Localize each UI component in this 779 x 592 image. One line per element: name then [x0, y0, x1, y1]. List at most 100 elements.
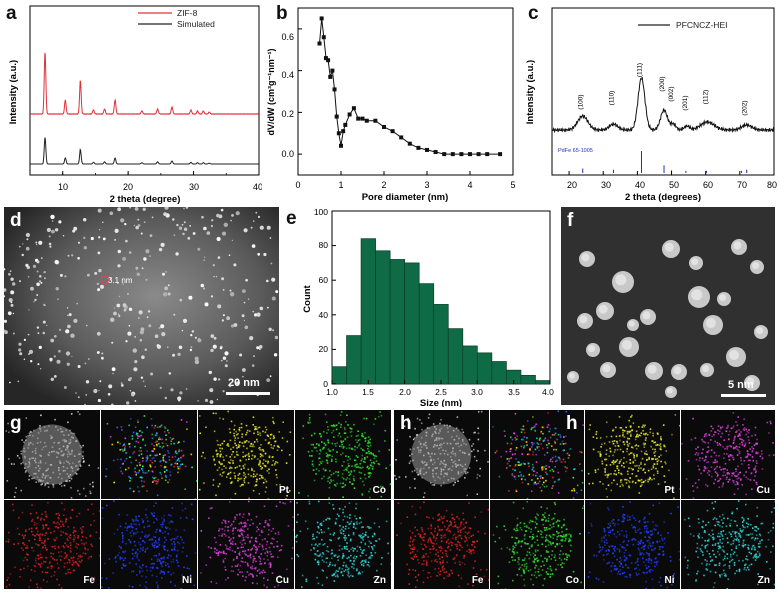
element-pixel: [345, 455, 347, 457]
element-pixel: [41, 556, 43, 559]
element-pixel: [738, 432, 741, 435]
element-pixel: [229, 466, 232, 469]
nanoparticle-dot: [210, 295, 214, 298]
element-pixel: [150, 418, 153, 420]
nanoparticle-dot: [62, 235, 65, 237]
element-pixel: [157, 545, 159, 548]
element-pixel: [416, 579, 419, 582]
element-pixel: [519, 474, 522, 476]
element-pixel: [5, 540, 8, 543]
nanoparticle-dot: [63, 386, 67, 389]
element-pixel: [140, 567, 143, 569]
element-pixel: [136, 554, 138, 557]
nanoparticle-dot: [206, 231, 211, 235]
element-pixel: [264, 452, 267, 455]
nanoparticle-dot: [88, 358, 90, 360]
element-pixel: [346, 521, 349, 524]
element-pixel: [389, 464, 391, 466]
element-pixel: [728, 478, 731, 481]
element-pixel: [73, 540, 75, 543]
element-pixel: [352, 567, 355, 570]
element-pixel: [69, 534, 72, 536]
element-pixel: [626, 448, 628, 450]
nanoparticle-dot: [54, 228, 59, 232]
element-pixel: [122, 540, 124, 542]
element-pixel: [375, 460, 378, 462]
nanoparticle-dot: [109, 211, 114, 216]
element-pixel: [14, 566, 16, 569]
element-pixel: [228, 536, 230, 539]
element-pixel: [139, 464, 141, 466]
element-pixel: [178, 450, 180, 453]
element-pixel: [734, 421, 737, 423]
element-pixel: [334, 484, 336, 486]
element-pixel: [567, 533, 570, 536]
element-pixel: [364, 461, 366, 463]
element-pixel: [326, 462, 329, 464]
element-pixel: [540, 467, 543, 469]
nanoparticle-dot: [255, 211, 258, 214]
nanoparticle-dot: [34, 298, 37, 302]
element-pixel: [56, 578, 58, 581]
element-pixel: [25, 529, 27, 531]
panel-e-ylabel: Count: [302, 284, 313, 312]
element-pixel: [531, 533, 534, 536]
element-pixel: [387, 552, 390, 555]
element-pixel: [623, 466, 625, 468]
element-pixel: [735, 475, 738, 477]
element-pixel: [569, 539, 571, 542]
element-pixel: [8, 458, 10, 460]
nanoparticle-dot: [110, 278, 112, 280]
nanoparticle-dot: [35, 243, 38, 246]
element-pixel: [75, 545, 77, 548]
element-pixel: [656, 460, 659, 463]
element-pixel: [405, 476, 407, 478]
element-pixel: [647, 469, 650, 472]
element-pixel: [364, 543, 367, 546]
element-pixel: [253, 455, 256, 457]
g-tile-zn: Zn: [295, 500, 391, 589]
element-pixel: [551, 537, 554, 539]
nanoparticle-dot: [122, 283, 124, 285]
element-pixel: [266, 434, 269, 437]
element-pixel: [592, 482, 594, 485]
element-pixel: [54, 547, 56, 550]
element-pixel: [611, 562, 614, 564]
element-pixel: [162, 459, 165, 461]
element-pixel: [142, 439, 144, 441]
element-pixel: [541, 584, 544, 587]
element-pixel: [234, 475, 236, 477]
element-pixel: [554, 559, 556, 562]
element-pixel: [169, 474, 172, 477]
element-pixel: [247, 555, 249, 557]
element-pixel: [330, 479, 332, 481]
element-pixel: [316, 576, 318, 579]
element-pixel: [599, 451, 601, 453]
element-pixel: [361, 537, 364, 539]
element-pixel: [555, 542, 558, 545]
element-pixel: [549, 428, 551, 430]
element-pixel: [514, 544, 517, 546]
element-pixel: [275, 461, 277, 463]
element-pixel: [325, 455, 328, 457]
element-pixel: [528, 447, 531, 450]
element-pixel: [357, 430, 359, 432]
element-pixel: [442, 535, 444, 537]
element-pixel: [368, 476, 370, 478]
element-pixel: [91, 582, 93, 584]
nanoparticle-dot: [117, 207, 121, 212]
element-pixel: [83, 460, 85, 463]
element-pixel: [536, 544, 539, 546]
element-pixel: [644, 453, 647, 455]
element-pixel: [243, 550, 245, 553]
element-pixel: [60, 587, 63, 589]
element-pixel: [497, 582, 499, 585]
nanoparticle-dot: [147, 310, 151, 313]
element-pixel: [135, 551, 137, 554]
element-pixel: [472, 567, 475, 569]
element-pixel: [414, 576, 417, 578]
element-pixel: [136, 437, 139, 439]
element-pixel: [234, 439, 236, 442]
nanoparticle-dot: [198, 338, 201, 340]
element-pixel: [521, 507, 524, 510]
